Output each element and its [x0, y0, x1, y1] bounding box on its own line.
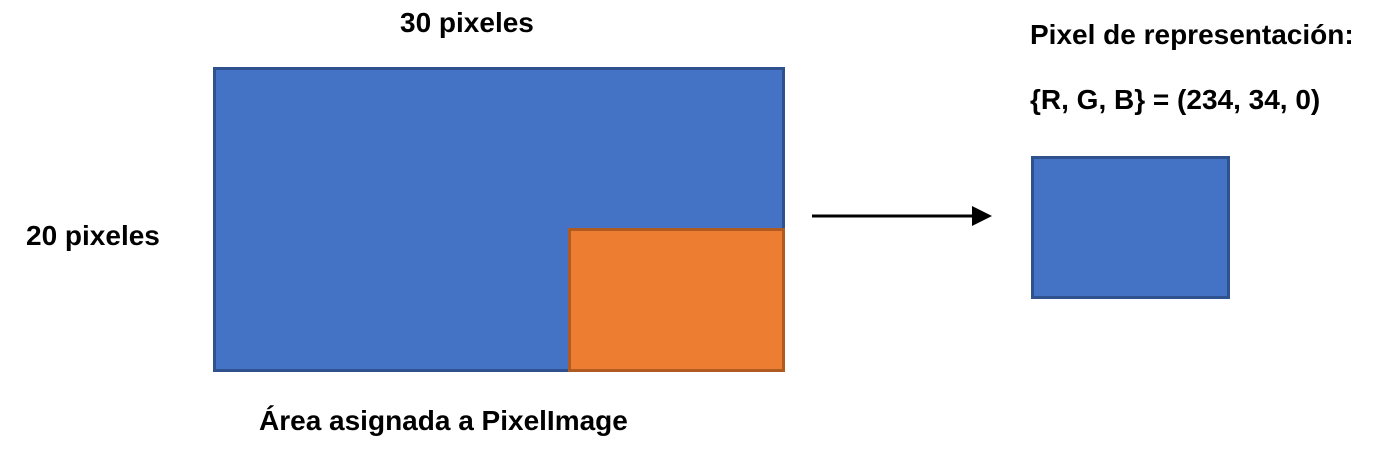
- rgb-value-label: {R, G, B} = (234, 34, 0): [1030, 84, 1321, 115]
- width-label: 30 pixeles: [400, 7, 534, 38]
- sub-region-rect: [568, 228, 785, 372]
- arrow-right-icon: [812, 206, 992, 226]
- representation-pixel-title: Pixel de representación:: [1030, 19, 1354, 50]
- representation-pixel-rect: [1031, 156, 1230, 299]
- height-label: 20 pixeles: [26, 220, 160, 251]
- area-caption: Área asignada a PixelImage: [259, 405, 628, 436]
